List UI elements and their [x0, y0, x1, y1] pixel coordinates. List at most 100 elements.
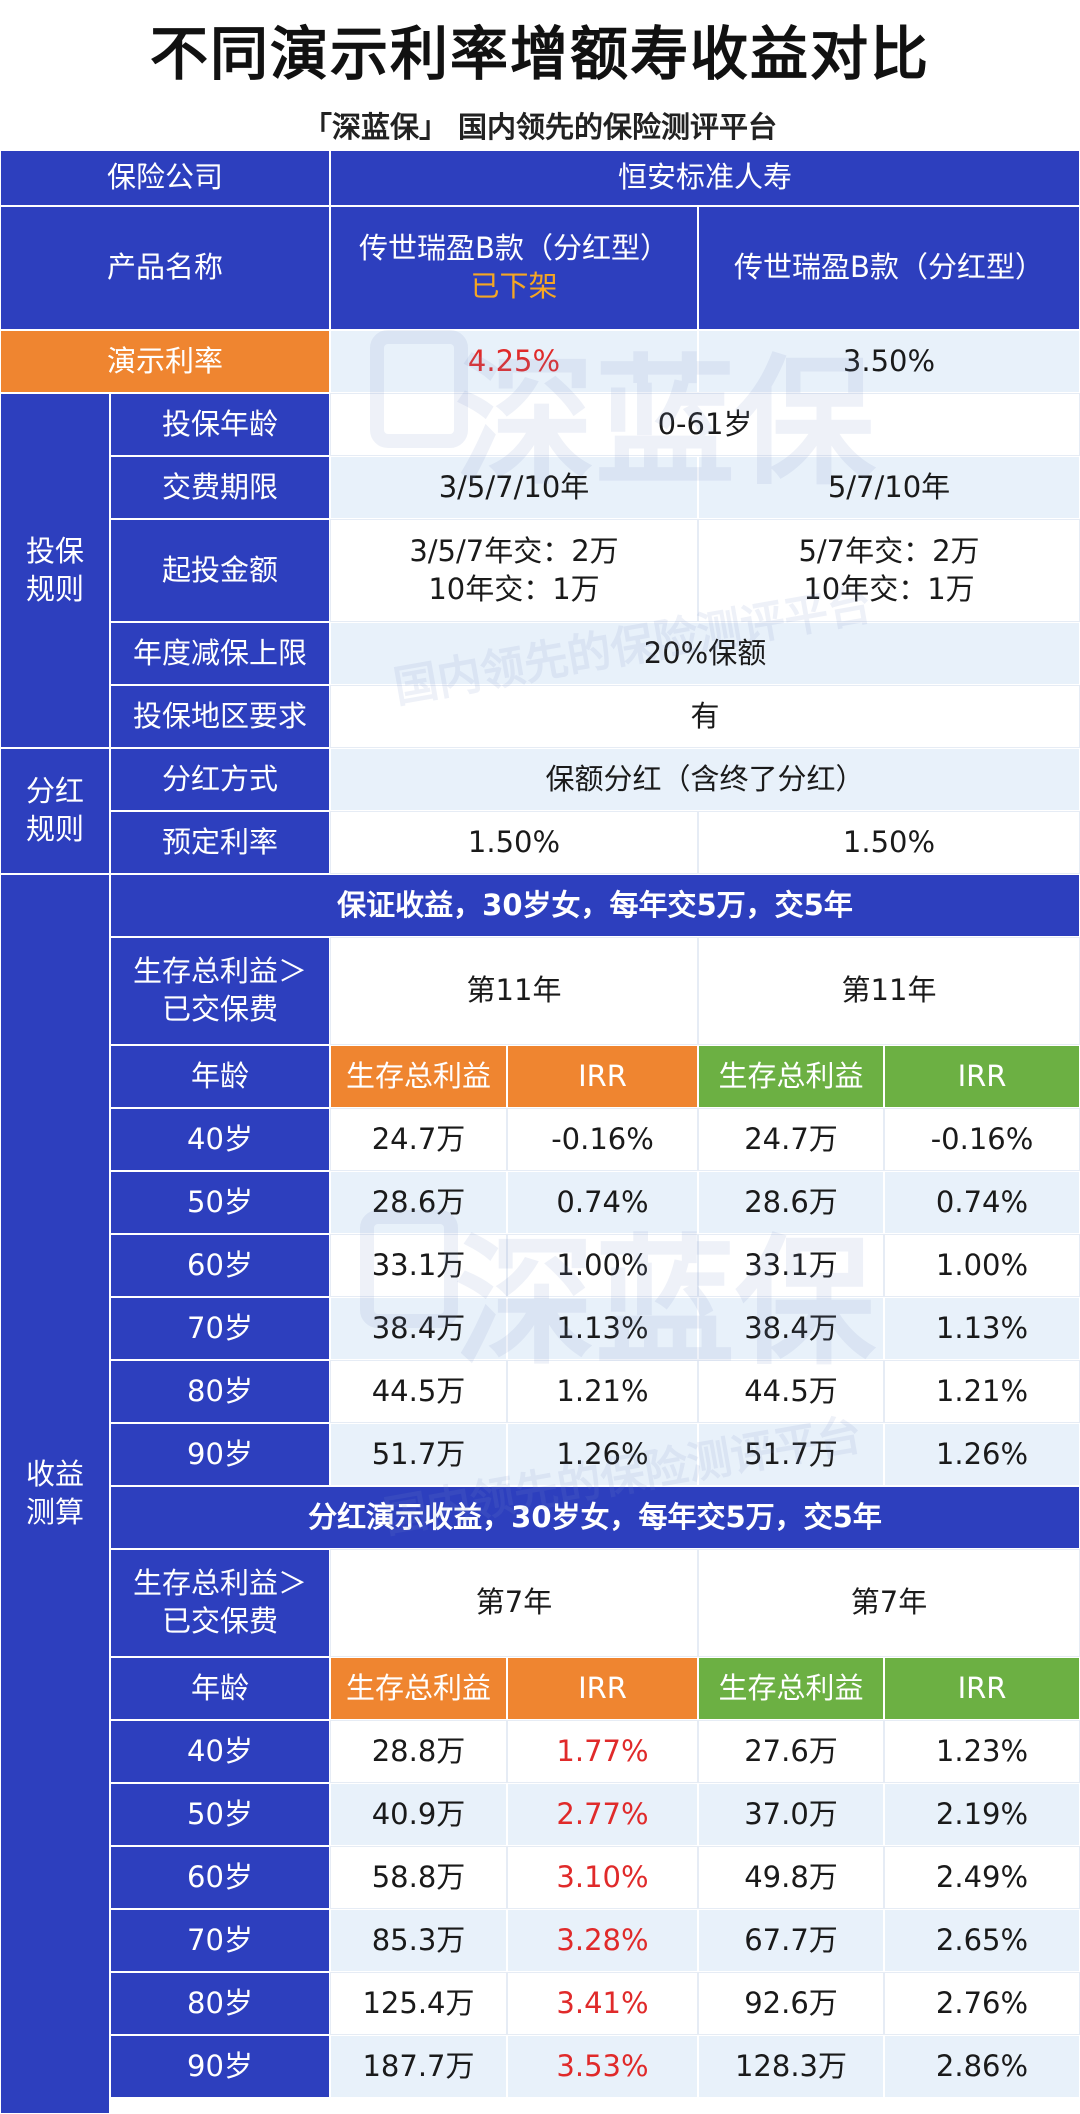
table-row-a-irr: 3.28%	[507, 1909, 698, 1972]
table-row-age: 90岁	[110, 1423, 330, 1486]
table-row-b-irr: 1.21%	[884, 1360, 1080, 1423]
table-row-age: 40岁	[110, 1108, 330, 1171]
region-label: 投保地区要求	[110, 685, 330, 748]
table-row-b-irr: 2.19%	[884, 1783, 1080, 1846]
reduce-limit-label: 年度减保上限	[110, 622, 330, 685]
product-a-name: 传世瑞盈B款（分红型） 已下架	[330, 206, 698, 330]
table-row-a-benefit: 40.9万	[330, 1783, 507, 1846]
dividend-method-value: 保额分红（含终了分红）	[330, 748, 1080, 811]
company-name: 恒安标准人寿	[330, 150, 1080, 206]
table-row-a-benefit: 28.8万	[330, 1720, 507, 1783]
min-amount-label: 起投金额	[110, 519, 330, 622]
table-row-a-irr: 1.13%	[507, 1297, 698, 1360]
table-row-b-benefit: 92.6万	[698, 1972, 884, 2035]
table-row-b-benefit: 27.6万	[698, 1720, 884, 1783]
page-title: 不同演示利率增额寿收益对比	[149, 20, 930, 88]
dividend-col-irr-a: IRR	[507, 1657, 698, 1720]
table-row-a-irr: 3.41%	[507, 1972, 698, 2035]
table-row-age: 60岁	[110, 1846, 330, 1909]
table-row-b-benefit: 28.6万	[698, 1171, 884, 1234]
table-row-a-benefit: 28.6万	[330, 1171, 507, 1234]
table-row-age: 80岁	[110, 1360, 330, 1423]
age-label: 投保年龄	[110, 393, 330, 456]
table-row-a-irr: 1.77%	[507, 1720, 698, 1783]
guaranteed-surpass-b: 第11年	[698, 937, 1080, 1045]
table-row-b-irr: 1.23%	[884, 1720, 1080, 1783]
table-row-a-benefit: 58.8万	[330, 1846, 507, 1909]
table-row-age: 60岁	[110, 1234, 330, 1297]
table-row-a-benefit: 44.5万	[330, 1360, 507, 1423]
term-a: 3/5/7/10年	[330, 456, 698, 519]
table-row-a-irr: 1.26%	[507, 1423, 698, 1486]
rate-a: 4.25%	[330, 330, 698, 393]
term-label: 交费期限	[110, 456, 330, 519]
table-row-b-irr: 1.00%	[884, 1234, 1080, 1297]
min-amount-b: 5/7年交：2万 10年交：1万	[698, 519, 1080, 622]
table-row-b-irr: 0.74%	[884, 1171, 1080, 1234]
table-row-b-benefit: 44.5万	[698, 1360, 884, 1423]
dividend-col-irr-b: IRR	[884, 1657, 1080, 1720]
table-row-a-irr: 3.53%	[507, 2035, 698, 2098]
guaranteed-col-benefit-b: 生存总利益	[698, 1045, 884, 1108]
table-row-b-irr: 2.49%	[884, 1846, 1080, 1909]
dividend-col-benefit-b: 生存总利益	[698, 1657, 884, 1720]
table-row-a-irr: 1.21%	[507, 1360, 698, 1423]
rules-group-label: 投保 规则	[0, 393, 110, 748]
table-row-b-irr: 2.65%	[884, 1909, 1080, 1972]
table-row-b-benefit: 49.8万	[698, 1846, 884, 1909]
preset-rate-label: 预定利率	[110, 811, 330, 874]
table-row-age: 70岁	[110, 1297, 330, 1360]
reduce-limit-value: 20%保额	[330, 622, 1080, 685]
table-row-a-benefit: 85.3万	[330, 1909, 507, 1972]
guaranteed-col-irr-a: IRR	[507, 1045, 698, 1108]
product-label: 产品名称	[0, 206, 330, 330]
table-row-a-benefit: 51.7万	[330, 1423, 507, 1486]
calc-group-label: 收益 测算	[0, 874, 110, 2114]
table-row-b-irr: 1.26%	[884, 1423, 1080, 1486]
table-row-a-benefit: 24.7万	[330, 1108, 507, 1171]
table-row-b-benefit: 33.1万	[698, 1234, 884, 1297]
table-row-a-irr: 0.74%	[507, 1171, 698, 1234]
page-subtitle: 「深蓝保」 国内领先的保险测评平台	[302, 110, 778, 144]
table-row-b-benefit: 67.7万	[698, 1909, 884, 1972]
table-row-a-irr: 2.77%	[507, 1783, 698, 1846]
rate-label: 演示利率	[0, 330, 330, 393]
dividend-surpass-b: 第7年	[698, 1549, 1080, 1657]
table-row-b-benefit: 38.4万	[698, 1297, 884, 1360]
dividend-section-title: 分红演示收益，30岁女，每年交5万，交5年	[110, 1486, 1080, 1549]
term-b: 5/7/10年	[698, 456, 1080, 519]
table-row-b-benefit: 37.0万	[698, 1783, 884, 1846]
guaranteed-col-benefit-a: 生存总利益	[330, 1045, 507, 1108]
dividend-group-label: 分红 规则	[0, 748, 110, 874]
table-row-age: 70岁	[110, 1909, 330, 1972]
table-row-a-benefit: 187.7万	[330, 2035, 507, 2098]
min-amount-a: 3/5/7年交：2万 10年交：1万	[330, 519, 698, 622]
table-row-b-irr: 2.76%	[884, 1972, 1080, 2035]
table-row-a-irr: 1.00%	[507, 1234, 698, 1297]
table-row-a-irr: -0.16%	[507, 1108, 698, 1171]
table-row-b-irr: 1.13%	[884, 1297, 1080, 1360]
table-row-b-irr: -0.16%	[884, 1108, 1080, 1171]
table-row-b-benefit: 128.3万	[698, 2035, 884, 2098]
table-row-age: 90岁	[110, 2035, 330, 2098]
table-row-age: 50岁	[110, 1783, 330, 1846]
table-row-age: 50岁	[110, 1171, 330, 1234]
product-b-name: 传世瑞盈B款（分红型）	[698, 206, 1080, 330]
table-row-a-irr: 3.10%	[507, 1846, 698, 1909]
dividend-method-label: 分红方式	[110, 748, 330, 811]
guaranteed-surpass-label: 生存总利益＞ 已交保费	[110, 937, 330, 1045]
dividend-surpass-label: 生存总利益＞ 已交保费	[110, 1549, 330, 1657]
guaranteed-section-title: 保证收益，30岁女，每年交5万，交5年	[110, 874, 1080, 937]
product-a-delisted-badge: 已下架	[470, 269, 558, 303]
table-row-b-benefit: 24.7万	[698, 1108, 884, 1171]
region-value: 有	[330, 685, 1080, 748]
table-row-a-benefit: 33.1万	[330, 1234, 507, 1297]
guaranteed-col-age: 年龄	[110, 1045, 330, 1108]
table-row-age: 40岁	[110, 1720, 330, 1783]
table-row-a-benefit: 38.4万	[330, 1297, 507, 1360]
guaranteed-surpass-a: 第11年	[330, 937, 698, 1045]
table-row-a-benefit: 125.4万	[330, 1972, 507, 2035]
preset-rate-a: 1.50%	[330, 811, 698, 874]
dividend-surpass-a: 第7年	[330, 1549, 698, 1657]
